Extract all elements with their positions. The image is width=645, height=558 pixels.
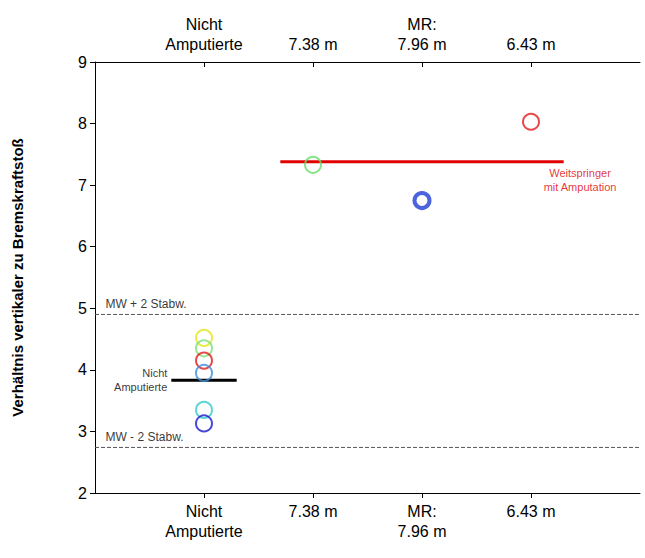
svg-text:Weitspringer: Weitspringer (549, 167, 611, 179)
svg-text:6: 6 (78, 238, 87, 255)
svg-text:7.96 m: 7.96 m (398, 523, 447, 540)
svg-text:7.96 m: 7.96 m (398, 36, 447, 53)
svg-text:9: 9 (78, 54, 87, 71)
svg-text:8: 8 (78, 115, 87, 132)
svg-text:Verhältnis vertikaler zu Brems: Verhältnis vertikaler zu Bremskraftstoß (9, 138, 26, 416)
svg-text:MR:: MR: (407, 16, 436, 33)
svg-text:MW + 2 Stabw.: MW + 2 Stabw. (105, 297, 186, 311)
svg-text:Amputierte: Amputierte (114, 381, 167, 393)
svg-text:4: 4 (78, 361, 87, 378)
svg-text:5: 5 (78, 300, 87, 317)
svg-text:6.43 m: 6.43 m (507, 36, 556, 53)
svg-text:6.43 m: 6.43 m (507, 503, 556, 520)
svg-text:Amputierte: Amputierte (165, 36, 242, 53)
svg-text:2: 2 (78, 485, 87, 502)
svg-text:Nicht: Nicht (142, 367, 167, 379)
svg-text:7.38 m: 7.38 m (289, 503, 338, 520)
svg-text:7.38 m: 7.38 m (289, 36, 338, 53)
svg-text:7: 7 (78, 177, 87, 194)
svg-text:MW - 2 Stabw.: MW - 2 Stabw. (105, 430, 183, 444)
svg-text:Amputierte: Amputierte (165, 523, 242, 540)
svg-text:mit Amputation: mit Amputation (544, 181, 617, 193)
svg-text:3: 3 (78, 423, 87, 440)
svg-text:Nicht: Nicht (186, 16, 223, 33)
svg-text:Nicht: Nicht (186, 503, 223, 520)
svg-text:MR:: MR: (407, 503, 436, 520)
